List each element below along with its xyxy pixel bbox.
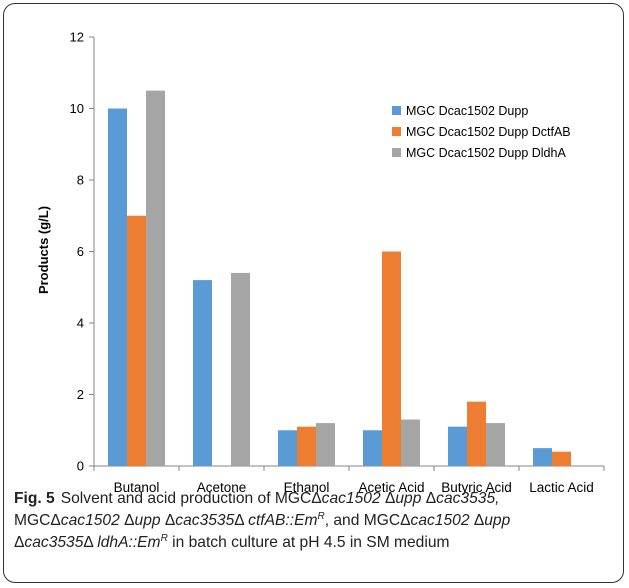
caption-1-run: cac3535, — [436, 490, 500, 507]
caption-2-run: upp — [134, 512, 161, 529]
caption-2-run: cac1502 — [60, 512, 120, 529]
caption-3-run: ldhA::Em — [97, 534, 161, 551]
caption-2-run: MGCΔ — [14, 512, 61, 529]
x-category-label: Acetone — [197, 480, 247, 495]
bar — [401, 419, 420, 466]
caption-line-3: Δcac3535Δ ldhA::EmR in batch culture at … — [14, 532, 614, 554]
caption-2-run: ctfAB::Em — [248, 512, 318, 529]
figure-label: Fig. 5 — [14, 490, 55, 507]
caption-2-run: cac1502 — [410, 512, 470, 529]
bar — [486, 423, 505, 466]
figure-caption: Fig. 5 Solvent and acid production of MGC… — [14, 488, 614, 554]
caption-1-run: cac1502 — [321, 490, 381, 507]
caption-2-run: Δ — [234, 512, 249, 529]
figure-frame — [3, 3, 624, 583]
y-axis-label: Products (g/L) — [36, 206, 51, 294]
caption-2-run: Δ — [160, 512, 176, 529]
caption-3-run: cac3535 — [24, 534, 84, 551]
caption-3-run: Δ — [83, 534, 98, 551]
x-category-label: Lactic Acid — [529, 480, 594, 495]
caption-2-run: cac3535 — [175, 512, 235, 529]
bar — [278, 430, 297, 466]
caption-1-run: Δ — [421, 490, 437, 507]
x-category-label: Butyric Acid — [441, 480, 512, 495]
chart-bars — [108, 90, 571, 466]
bar — [146, 90, 165, 466]
x-category-label: Acetic Acid — [358, 480, 424, 495]
legend-swatch — [392, 148, 401, 157]
caption-2-run: R — [317, 510, 325, 522]
bar — [382, 251, 401, 466]
caption-line-2: MGCΔcac1502 Δupp Δcac3535Δ ctfAB::EmR, a… — [14, 510, 614, 532]
y-tick-label: 12 — [70, 30, 84, 45]
y-tick-label: 10 — [70, 101, 84, 116]
bar — [193, 280, 212, 466]
caption-text-1: Solvent and acid production of MGCΔcac15… — [61, 490, 500, 507]
chart-legend: MGC Dcac1502 Dupp MGC Dcac1502 Dupp DctfA… — [392, 104, 571, 160]
bar — [127, 215, 146, 466]
y-tick-label: 2 — [77, 387, 84, 402]
caption-line-1: Fig. 5 Solvent and acid production of MGC… — [14, 488, 614, 510]
caption-2-run: Δ — [469, 512, 485, 529]
bar — [363, 430, 382, 466]
legend-swatch — [392, 127, 401, 136]
caption-1-run: Δ — [380, 490, 396, 507]
bar — [108, 108, 127, 466]
caption-1-run: upp — [395, 490, 422, 507]
bar — [533, 448, 552, 466]
caption-2-run: upp — [484, 512, 511, 529]
y-tick-label: 4 — [77, 316, 84, 331]
x-category-label: Ethanol — [284, 480, 330, 495]
bar — [448, 426, 467, 466]
legend-label: MGC Dcac1502 Dupp — [406, 104, 528, 118]
legend-label: MGC Dcac1502 Dupp DldhA — [406, 146, 566, 160]
bar — [316, 423, 335, 466]
bar — [552, 451, 571, 466]
y-tick-label: 0 — [77, 459, 84, 474]
caption-1-run: Solvent and acid production of MGCΔ — [60, 490, 322, 507]
caption-3-run: in batch culture at pH 4.5 in SM medium — [167, 534, 450, 551]
bar — [297, 426, 316, 466]
chart-axes: 0 2 4 6 8 10 12 Butanol Acetone Ethanol Acetic Aci… — [70, 30, 605, 495]
legend-swatch — [392, 106, 401, 115]
caption-3-run: R — [160, 532, 168, 544]
caption-3-run: Δ — [14, 534, 25, 551]
caption-2-run: , and MGCΔ — [324, 512, 411, 529]
y-tick-label: 6 — [77, 244, 84, 259]
x-category-label: Butanol — [114, 480, 160, 495]
bar — [231, 272, 250, 466]
bar-chart: 0 2 4 6 8 10 12 Butanol Acetone Ethanol Acetic Aci… — [36, 30, 605, 495]
legend-label: MGC Dcac1502 Dupp DctfAB — [406, 125, 571, 139]
bar — [467, 401, 486, 466]
y-tick-label: 8 — [77, 173, 84, 188]
caption-2-run: Δ — [119, 512, 135, 529]
